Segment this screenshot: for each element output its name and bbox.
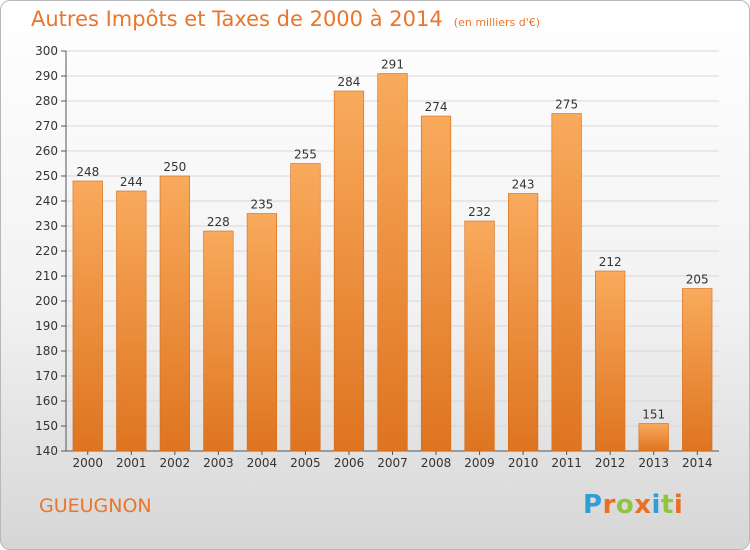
y-tick-label: 220 <box>35 244 58 258</box>
value-label-2009: 232 <box>468 205 491 219</box>
logo-letter: i <box>673 490 684 520</box>
x-tick-label-2008: 2008 <box>421 456 452 470</box>
bar-2000 <box>72 180 103 452</box>
value-label-2012: 212 <box>599 255 622 269</box>
x-tick-label-2007: 2007 <box>377 456 408 470</box>
chart-title: Autres Impôts et Taxes de 2000 à 2014 <box>31 7 443 31</box>
value-label-2008: 274 <box>425 100 448 114</box>
value-label-2011: 275 <box>555 98 578 112</box>
y-tick-label: 250 <box>35 169 58 183</box>
x-tick-label-2001: 2001 <box>116 456 147 470</box>
bar-2012 <box>595 270 626 452</box>
bar-2008 <box>420 115 452 452</box>
x-tick-label-2010: 2010 <box>508 456 539 470</box>
x-tick-label-2000: 2000 <box>72 456 103 470</box>
x-tick-label-2012: 2012 <box>595 456 626 470</box>
y-tick-label: 170 <box>35 369 58 383</box>
bar-2005 <box>290 163 321 452</box>
y-tick-label: 280 <box>35 94 58 108</box>
x-tick-label-2013: 2013 <box>638 456 669 470</box>
x-tick-label-2004: 2004 <box>247 456 278 470</box>
bar-2002 <box>159 175 190 452</box>
y-tick-label: 260 <box>35 144 58 158</box>
bar-2001 <box>116 190 147 452</box>
proxiti-logo: Proxiti <box>583 490 683 520</box>
title-row: Autres Impôts et Taxes de 2000 à 2014 (e… <box>31 7 540 31</box>
bar-2011 <box>551 113 582 452</box>
x-tick-label-2006: 2006 <box>334 456 365 470</box>
x-tick-label-2005: 2005 <box>290 456 321 470</box>
y-tick-label: 200 <box>35 294 58 308</box>
y-tick-label: 190 <box>35 319 58 333</box>
bar-2007 <box>377 73 408 452</box>
y-tick-label: 150 <box>35 419 58 433</box>
bar-2010 <box>507 193 539 452</box>
place-name: GUEUGNON <box>39 495 152 517</box>
value-label-2001: 244 <box>120 175 143 189</box>
x-tick-label-2003: 2003 <box>203 456 234 470</box>
value-label-2007: 291 <box>381 58 404 72</box>
y-tick-label: 160 <box>35 394 58 408</box>
bar-2004 <box>246 213 278 452</box>
bar-2013 <box>638 423 669 452</box>
y-tick-label: 300 <box>35 44 58 58</box>
value-label-2006: 284 <box>338 75 361 89</box>
value-label-2002: 250 <box>163 160 186 174</box>
logo-letter: o <box>615 490 635 520</box>
logo-letter: r <box>602 490 616 520</box>
x-tick-label-2014: 2014 <box>682 456 713 470</box>
value-label-2004: 235 <box>250 198 273 212</box>
y-tick-label: 240 <box>35 194 58 208</box>
y-tick-label: 270 <box>35 119 58 133</box>
y-tick-label: 230 <box>35 219 58 233</box>
y-tick-label: 180 <box>35 344 58 358</box>
x-tick-label-2011: 2011 <box>551 456 582 470</box>
bar-layer: 248 244 250 228 235 255 284 291 274 232 243 275 212 1… <box>72 58 713 452</box>
value-label-2003: 228 <box>207 215 230 229</box>
value-label-2013: 151 <box>642 408 665 422</box>
y-tick-label: 290 <box>35 69 58 83</box>
x-tick-label-2009: 2009 <box>464 456 495 470</box>
logo-letter: P <box>583 490 603 520</box>
value-label-2010: 243 <box>512 178 535 192</box>
y-tick-label: 140 <box>35 444 58 458</box>
y-tick-label: 210 <box>35 269 58 283</box>
bar-2009 <box>464 220 495 452</box>
x-tick-label-2002: 2002 <box>160 456 191 470</box>
bar-2003 <box>203 230 234 452</box>
value-label-2005: 255 <box>294 148 317 162</box>
value-label-2014: 205 <box>686 273 709 287</box>
chart-subtitle: (en milliers d'€) <box>453 16 541 29</box>
value-label-2000: 248 <box>76 165 99 179</box>
logo-letter: t <box>660 490 674 520</box>
logo-letter: x <box>634 490 652 520</box>
logo-letter: i <box>651 490 661 520</box>
bar-2014 <box>682 288 713 452</box>
bar-2006 <box>333 90 365 452</box>
